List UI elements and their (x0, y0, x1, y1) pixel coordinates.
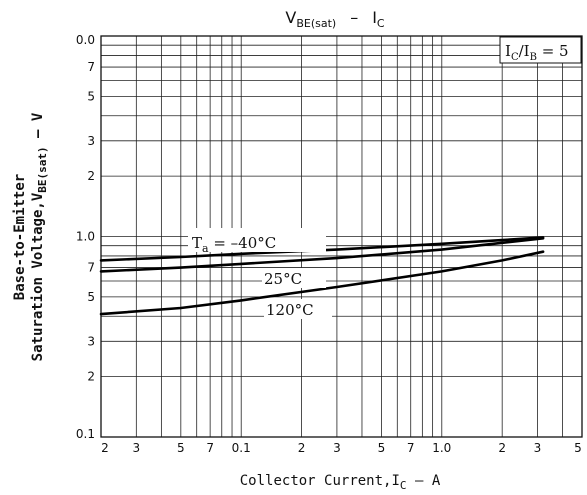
x-tick-label-8: 7 (407, 441, 415, 455)
x-tick-label-12: 5 (574, 441, 582, 455)
y-axis-label: Base-to-Emitter (12, 174, 28, 300)
series-label-bg-3 (264, 299, 332, 319)
x-tick-label-9: 1.0 (432, 441, 451, 455)
y-tick-label-2: 3 (87, 334, 95, 348)
y-tick-label-8: 5 (87, 89, 95, 103)
y-tick-label-3: 5 (87, 290, 95, 304)
y-axis-label-2: Saturation Voltage,VBE(sat) – V (30, 112, 49, 361)
y-axis-label-line1: Base-to-Emitter (12, 174, 28, 300)
series-label-3: 120°C (266, 301, 314, 319)
grid-y (101, 35, 582, 438)
x-tick-label-6: 3 (333, 441, 341, 455)
series-label-2: 25°C (264, 270, 302, 288)
y-tick-label-4: 7 (87, 261, 95, 275)
condition-label: IC/IB = 5 (505, 42, 569, 63)
y-tick-label-0: 0.1 (76, 427, 95, 441)
y-tick-label-5: 1.0 (76, 230, 95, 244)
x-tick-label-1: 3 (133, 441, 141, 455)
curves (99, 236, 545, 316)
y-tick-label-1: 2 (87, 370, 95, 384)
series-label-1: Ta = –40°C (192, 234, 276, 255)
series-label-bg-1 (188, 228, 326, 252)
x-tick-label-10: 2 (498, 441, 506, 455)
condition-box (499, 36, 582, 64)
series-line-2 (99, 250, 545, 316)
x-tick-label-4: 0.1 (232, 441, 251, 455)
x-axis-label: Collector Current,IC – A (240, 473, 441, 492)
y-tick-label-7: 3 (87, 134, 95, 148)
y-tick-label-9: 7 (87, 60, 95, 74)
x-tick-label-7: 5 (378, 441, 386, 455)
series-line-0 (99, 236, 545, 262)
x-tick-labels: 2 3 5 7 0.1 2 3 5 7 1.0 2 3 5 (101, 441, 582, 455)
y-tick-label-6: 2 (87, 169, 95, 183)
x-tick-label-3: 7 (206, 441, 214, 455)
x-tick-label-0: 2 (101, 441, 109, 455)
y-axis-label-line2: Saturation Voltage,VBE(sat) – V (30, 112, 49, 361)
plot-frame (100, 35, 583, 438)
series-label-bg-2 (262, 268, 326, 288)
x-tick-label-2: 5 (177, 441, 185, 455)
y-tick-labels: 0.1 2 3 5 7 1.0 2 3 5 7 0.0 (76, 33, 95, 441)
chart-title: VBE(sat) – IC (285, 8, 385, 30)
y-tick-label-10: 0.0 (76, 33, 95, 47)
series-line-1 (99, 237, 545, 273)
x-tick-label-11: 3 (534, 441, 542, 455)
x-tick-label-5: 2 (298, 441, 306, 455)
